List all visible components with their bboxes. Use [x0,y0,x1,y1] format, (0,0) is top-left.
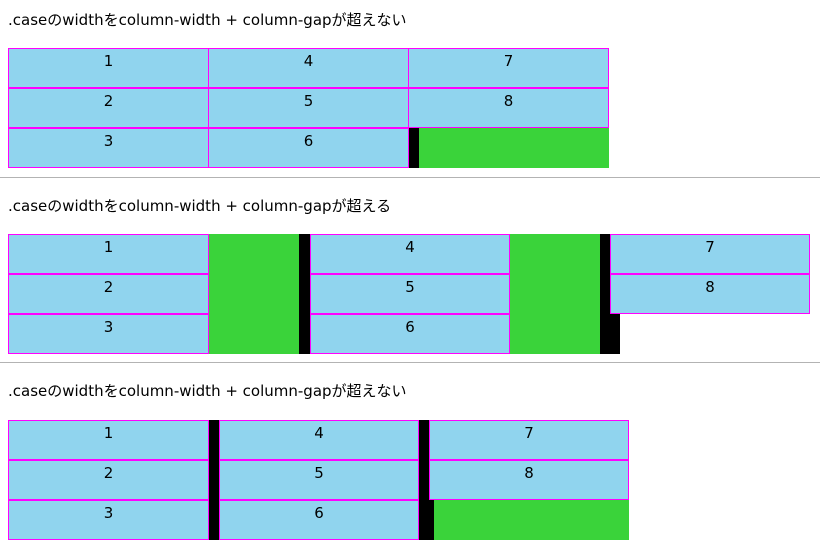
item-8: 8 [610,274,810,314]
column-rule [419,420,429,540]
item-3: 3 [8,128,209,168]
item-6: 6 [219,500,419,540]
item-4: 4 [219,420,419,460]
item-6: 6 [310,314,510,354]
item-7: 7 [408,48,609,88]
column-rule [429,500,434,540]
item-5: 5 [310,274,510,314]
column-rule [209,420,219,540]
item-7: 7 [429,420,629,460]
item-1: 1 [8,234,209,274]
item-5: 5 [219,460,419,500]
item-6: 6 [208,128,409,168]
column-rule [299,234,310,354]
section-3-heading: .caseのwidthをcolumn-width + column-gapが超え… [8,382,407,400]
item-3: 3 [8,314,209,354]
section-2-heading: .caseのwidthをcolumn-width + column-gapが超え… [8,197,392,215]
item-4: 4 [208,48,409,88]
column-gap [209,234,299,354]
item-1: 1 [8,420,209,460]
item-3: 3 [8,500,209,540]
item-8: 8 [408,88,609,128]
item-1: 1 [8,48,209,88]
column-gap [510,234,600,354]
section-1-heading: .caseのwidthをcolumn-width + column-gapが超え… [8,11,407,29]
column-rule [409,128,419,168]
item-8: 8 [429,460,629,500]
item-7: 7 [610,234,810,274]
divider [0,177,820,178]
item-5: 5 [208,88,409,128]
item-4: 4 [310,234,510,274]
divider [0,362,820,363]
item-2: 2 [8,274,209,314]
item-2: 2 [8,88,209,128]
empty-space [419,128,609,168]
item-2: 2 [8,460,209,500]
empty-space [434,500,629,540]
